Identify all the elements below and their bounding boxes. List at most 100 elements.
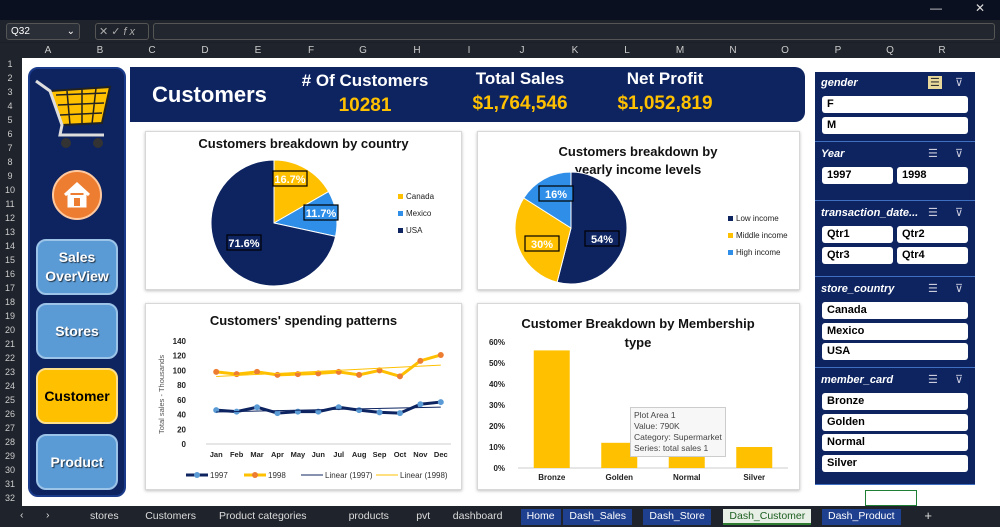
- column-header[interactable]: J: [519, 45, 525, 56]
- formula-buttons[interactable]: ✕✓fx: [95, 23, 149, 40]
- clear-filter-icon[interactable]: ⊽: [955, 374, 964, 386]
- multi-select-icon[interactable]: ☰: [928, 207, 938, 219]
- column-header[interactable]: L: [624, 45, 630, 56]
- row-header[interactable]: 12: [4, 213, 15, 223]
- sheet-tab-dashboard[interactable]: dashboard: [452, 510, 503, 522]
- row-header[interactable]: 13: [4, 227, 15, 237]
- column-header[interactable]: H: [413, 45, 421, 56]
- row-header[interactable]: 29: [4, 451, 15, 461]
- row-header[interactable]: 18: [4, 297, 15, 307]
- slicer-item[interactable]: Normal: [822, 434, 968, 451]
- multi-select-icon[interactable]: ☰: [928, 283, 938, 295]
- slicer-item[interactable]: Silver: [822, 454, 968, 472]
- column-header[interactable]: D: [201, 45, 209, 56]
- multi-select-icon[interactable]: ☰: [928, 76, 942, 89]
- sheet-tab-dash_sales[interactable]: Dash_Sales: [563, 509, 633, 525]
- row-header[interactable]: 31: [4, 479, 15, 489]
- nav-product-button[interactable]: Product: [36, 434, 118, 490]
- slicer-item[interactable]: Qtr3: [822, 246, 893, 264]
- slicer-item[interactable]: 1997: [822, 167, 893, 184]
- name-box[interactable]: Q32 ⌄: [6, 23, 80, 40]
- row-header[interactable]: 17: [4, 283, 15, 293]
- prev-sheet-icon[interactable]: ‹: [20, 509, 24, 521]
- row-header[interactable]: 23: [4, 367, 15, 377]
- column-header[interactable]: B: [96, 45, 104, 56]
- next-sheet-icon[interactable]: ›: [46, 509, 50, 521]
- column-header[interactable]: Q: [886, 45, 894, 56]
- row-header[interactable]: 2: [7, 73, 13, 83]
- slicer-item[interactable]: Qtr2: [897, 226, 968, 243]
- column-header[interactable]: P: [834, 45, 842, 56]
- column-header[interactable]: A: [44, 45, 52, 56]
- row-header[interactable]: 30: [4, 465, 15, 475]
- column-header[interactable]: C: [148, 45, 156, 56]
- sheet-tab-product-categories[interactable]: Product categories: [219, 510, 307, 522]
- row-header[interactable]: 14: [4, 241, 15, 251]
- country-pie-chart[interactable]: Customers breakdown by country 16.7% 11.7…: [145, 131, 462, 290]
- close-button[interactable]: ✕: [975, 1, 986, 15]
- row-header[interactable]: 24: [4, 381, 15, 391]
- row-header[interactable]: 3: [7, 87, 13, 97]
- sheet-tab-home[interactable]: Home: [520, 509, 561, 525]
- clear-filter-icon[interactable]: ⊽: [955, 283, 964, 295]
- income-pie-chart[interactable]: Customers breakdown by yearly income lev…: [477, 131, 800, 290]
- row-header[interactable]: 10: [4, 185, 15, 195]
- row-header[interactable]: 19: [4, 311, 15, 321]
- slicer-item[interactable]: Golden: [822, 413, 968, 431]
- nav-sales-overview-button[interactable]: Sales OverView: [36, 239, 118, 295]
- clear-filter-icon[interactable]: ⊽: [955, 148, 964, 160]
- column-header[interactable]: O: [781, 45, 789, 56]
- nav-stores-button[interactable]: Stores: [36, 303, 118, 359]
- sheet-tab-products[interactable]: products: [348, 510, 389, 522]
- multi-select-icon[interactable]: ☰: [928, 148, 938, 160]
- slicer-item[interactable]: Canada: [822, 302, 968, 319]
- slicer-item[interactable]: Bronze: [822, 393, 968, 410]
- sheet-tab-dash_product[interactable]: Dash_Product: [822, 509, 901, 525]
- spending-line-chart[interactable]: Customers' spending patterns 0 20 40 60 80 10…: [145, 303, 462, 490]
- row-header[interactable]: 22: [4, 353, 15, 363]
- column-header[interactable]: I: [467, 45, 471, 56]
- row-header[interactable]: 26: [4, 409, 15, 419]
- multi-select-icon[interactable]: ☰: [928, 374, 938, 386]
- column-header[interactable]: M: [675, 45, 685, 56]
- slicer-item[interactable]: 1998: [897, 167, 968, 184]
- column-header[interactable]: G: [359, 45, 367, 56]
- row-header[interactable]: 1: [7, 59, 13, 69]
- column-header[interactable]: F: [307, 45, 315, 56]
- clear-filter-icon[interactable]: ⊽: [955, 207, 964, 219]
- nav-customer-button[interactable]: Customer: [36, 368, 118, 424]
- slicer-item[interactable]: M: [822, 116, 968, 134]
- home-button[interactable]: [52, 170, 102, 220]
- row-header[interactable]: 25: [4, 395, 15, 405]
- selected-cell[interactable]: [865, 490, 917, 506]
- fx-icon[interactable]: fx: [123, 26, 138, 38]
- slicer-item[interactable]: F: [822, 96, 968, 113]
- sheet-tab-customers[interactable]: Customers: [145, 510, 196, 522]
- row-header[interactable]: 32: [4, 493, 15, 503]
- column-header[interactable]: R: [938, 45, 946, 56]
- membership-bar-chart[interactable]: Customer Breakdown by Membership type 0%…: [477, 303, 800, 490]
- row-header[interactable]: 5: [7, 115, 13, 125]
- row-header[interactable]: 15: [4, 255, 15, 265]
- sheet-tab-dash_customer[interactable]: Dash_Customer: [723, 509, 812, 525]
- slicer-item[interactable]: Qtr4: [897, 246, 968, 264]
- row-header[interactable]: 11: [5, 199, 15, 209]
- add-sheet-button[interactable]: +: [924, 508, 932, 523]
- sheet-tab-pvt[interactable]: pvt: [416, 510, 431, 522]
- column-header[interactable]: E: [254, 45, 262, 56]
- clear-filter-icon[interactable]: ⊽: [955, 77, 964, 89]
- sheet-tab-dash_store[interactable]: Dash_Store: [643, 509, 711, 525]
- column-header[interactable]: N: [729, 45, 737, 56]
- row-header[interactable]: 7: [7, 143, 13, 153]
- row-header[interactable]: 20: [4, 325, 15, 335]
- row-header[interactable]: 6: [7, 129, 13, 139]
- sheet-tab-stores[interactable]: stores: [90, 510, 119, 522]
- row-header[interactable]: 21: [4, 339, 15, 349]
- row-header[interactable]: 27: [4, 423, 15, 433]
- slicer-item[interactable]: Qtr1: [822, 226, 893, 243]
- row-header[interactable]: 28: [4, 437, 15, 447]
- column-header[interactable]: K: [571, 45, 579, 56]
- row-header[interactable]: 16: [4, 269, 15, 279]
- slicer-item[interactable]: Mexico: [822, 322, 968, 340]
- row-header[interactable]: 9: [7, 171, 13, 181]
